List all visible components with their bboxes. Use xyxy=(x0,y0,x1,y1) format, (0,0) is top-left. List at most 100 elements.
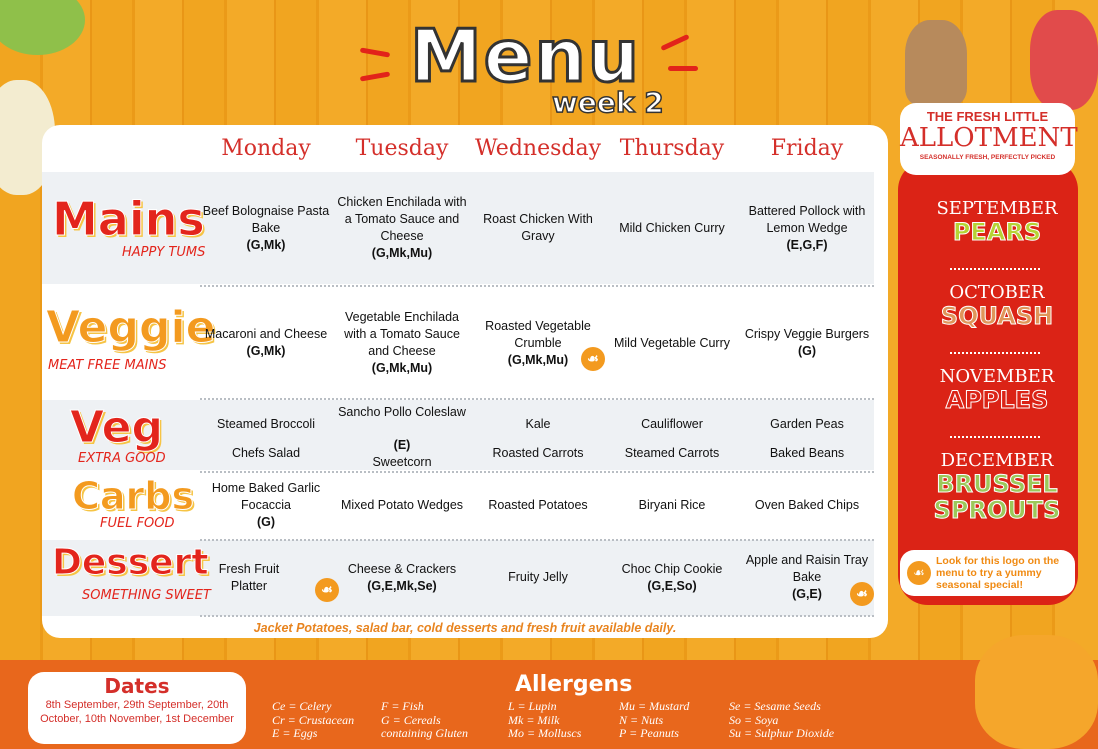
dish-name: Crispy Veggie Burgers xyxy=(744,327,870,341)
row-divider xyxy=(200,471,874,473)
menu-cell-mains: Battered Pollock with Lemon Wedge (E,G,F) xyxy=(740,172,874,284)
menu-cell-veg: Sancho Pollo Coleslaw (E) Sweetcorn xyxy=(335,404,469,470)
dates-text: 8th September, 29th September, 20th Octo… xyxy=(40,699,234,725)
month-name: OCTOBER xyxy=(949,282,1045,303)
veggie-sub: MEAT FREE MAINS xyxy=(48,358,167,373)
menu-cell-mains: Chicken Enchilada with a Tomato Sauce an… xyxy=(335,172,469,284)
carrot-icon: ☙ xyxy=(907,561,931,585)
brand-tagline: SEASONALLY FRESH, PERFECTLY PICKED xyxy=(919,154,1056,161)
allergens-title: Allergens xyxy=(515,672,633,697)
dish-name: Biryani Rice xyxy=(638,498,706,512)
veg-item: Garden Peas xyxy=(770,417,844,431)
allergen-entry: P = Peanuts xyxy=(619,726,679,740)
mains-sub: HAPPY TUMS xyxy=(122,245,206,260)
allergen-text: (G,E) xyxy=(792,587,822,601)
daily-note: Jacket Potatoes, salad bar, cold dessert… xyxy=(253,621,677,635)
allergen-codes: (E) xyxy=(393,438,411,452)
allergen-codes: (G,E,Mk,Se) xyxy=(335,578,469,595)
allergen-text: (G) xyxy=(256,515,276,529)
dish-name: Apple and Raisin Tray Bake xyxy=(745,553,869,584)
menu-cell-mains: Mild Chicken Curry xyxy=(605,172,739,284)
month-divider xyxy=(950,436,1040,438)
veg-item: Sancho Pollo Coleslaw xyxy=(338,405,466,419)
dish-name: Vegetable Enchilada with a Tomato Sauce … xyxy=(344,310,460,358)
allergen-entry: So = Soya xyxy=(729,712,779,727)
dessert-sub: SOMETHING SWEET xyxy=(82,588,211,603)
dish-name: Home Baked Garlic Focaccia xyxy=(211,481,321,512)
menu-cell-carbs: Roasted Potatoes xyxy=(471,472,605,539)
month-divider xyxy=(950,352,1040,354)
carrot-icon: ☙ xyxy=(315,577,339,602)
day-tuesday: Tuesday xyxy=(355,136,449,161)
allergen-codes: (G,E,So) xyxy=(605,578,739,595)
allergen-text: (E,G,F) xyxy=(786,237,828,252)
allergen-codes: (G) xyxy=(199,514,333,531)
seasonal-food: BRUSSEL SPROUTS xyxy=(933,470,1061,524)
menu-cell-dessert: Cheese & Crackers (G,E,Mk,Se) xyxy=(335,540,469,615)
seasonal-food: SQUASH xyxy=(940,302,1054,330)
allergen-text: (G,Mk,Mu) xyxy=(371,246,433,260)
dish-name: Oven Baked Chips xyxy=(754,498,860,512)
brand-logo: THE FRESH LITTLE ALLOTMENT SEASONALLY FR… xyxy=(900,103,1078,175)
allergen-text: (G,Mk) xyxy=(246,237,286,252)
day-wednesday: Wednesday xyxy=(474,136,602,161)
menu-cell-mains: Roast Chicken With Gravy xyxy=(471,172,605,284)
allergen-entry: Mu = Mustard xyxy=(619,699,690,713)
menu-cell-veggie: Crispy Veggie Burgers (G) xyxy=(740,288,874,398)
veggie-label: Veggie xyxy=(45,302,216,354)
month-name: SEPTEMBER xyxy=(936,198,1058,219)
month-name: NOVEMBER xyxy=(939,366,1055,387)
row-divider xyxy=(200,285,874,287)
allergen-entry: N = Nuts xyxy=(619,712,664,727)
allergen-text: (G,Mk) xyxy=(246,344,286,358)
menu-cell-veggie: Mild Vegetable Curry xyxy=(605,288,739,398)
allergen-entry: Mo = Molluscs xyxy=(508,726,582,740)
menu-cell-veg: Garden Peas Baked Beans xyxy=(740,404,874,470)
veg-item: Cauliflower xyxy=(641,417,703,431)
dish-name: Chicken Enchilada with a Tomato Sauce an… xyxy=(337,195,467,243)
day-monday: Monday xyxy=(221,136,311,161)
dish-name: Roasted Vegetable Crumble xyxy=(485,318,591,350)
farmer-mascot xyxy=(905,20,967,105)
brand-line1: THE FRESH LITTLE xyxy=(926,109,1049,124)
menu-title: Menu xyxy=(409,13,641,100)
allergen-codes: (G,Mk) xyxy=(199,237,333,254)
menu-cell-dessert: Fresh Fruit Platter ☙ xyxy=(199,540,339,615)
menu-cell-carbs: Oven Baked Chips xyxy=(740,472,874,539)
dish-name: Mild Chicken Curry xyxy=(619,220,725,235)
allergen-codes: (G,Mk,Mu) ☙ xyxy=(471,347,605,371)
dish-name: Roasted Potatoes xyxy=(488,498,588,512)
week-label: week 2 xyxy=(551,85,664,120)
allergen-entry: Se = Sesame Seeds xyxy=(729,699,821,713)
allergen-codes: (G,Mk,Mu) xyxy=(335,360,469,377)
allergen-entry: Su = Sulphur Dioxide xyxy=(729,726,835,740)
menu-cell-carbs: Home Baked Garlic Focaccia (G) xyxy=(199,472,333,539)
menu-cell-veg: Kale Roasted Carrots xyxy=(471,404,605,470)
seasonal-panel xyxy=(898,160,1078,605)
menu-cell-dessert: Apple and Raisin Tray Bake (G,E) ☙ xyxy=(740,540,874,615)
veg-item: Baked Beans xyxy=(769,446,845,460)
menu-cell-veggie: Vegetable Enchilada with a Tomato Sauce … xyxy=(335,288,469,398)
apple-image xyxy=(1030,10,1098,110)
dish-name: Roast Chicken With Gravy xyxy=(483,212,593,243)
day-friday: Friday xyxy=(770,136,844,161)
menu-cell-veg: Steamed Broccoli Chefs Salad xyxy=(199,404,333,470)
dish-name: Mild Vegetable Curry xyxy=(613,335,731,350)
carbs-sub: FUEL FOOD xyxy=(100,516,175,531)
seasonal-legend: ☙ Look for this logo on the menu to try … xyxy=(900,550,1075,596)
month-name: DECEMBER xyxy=(940,450,1054,471)
veg-item: Chefs Salad xyxy=(231,446,301,460)
dates-box: Dates 8th September, 29th September, 20t… xyxy=(28,672,246,744)
menu-cell-veggie: Roasted Vegetable Crumble (G,Mk,Mu) ☙ xyxy=(471,288,605,398)
allergen-codes: (G,E) ☙ xyxy=(740,581,874,606)
allergen-text: (G,E,Mk,Se) xyxy=(367,578,437,593)
allergen-codes: (E,G,F) xyxy=(740,237,874,254)
dish-name: Macaroni and Cheese xyxy=(204,327,328,341)
squash-image xyxy=(975,635,1098,749)
row-veg-bg xyxy=(42,400,874,470)
allergen-entry: E = Eggs xyxy=(272,726,318,740)
allergen-entry: containing Gluten xyxy=(381,726,468,740)
dish-name: Beef Bolognaise Pasta Bake xyxy=(202,203,330,235)
menu-cell-carbs: Biryani Rice xyxy=(605,472,739,539)
allergen-column: L = Lupin Mk = Milk Mo = Molluscs xyxy=(508,699,582,741)
